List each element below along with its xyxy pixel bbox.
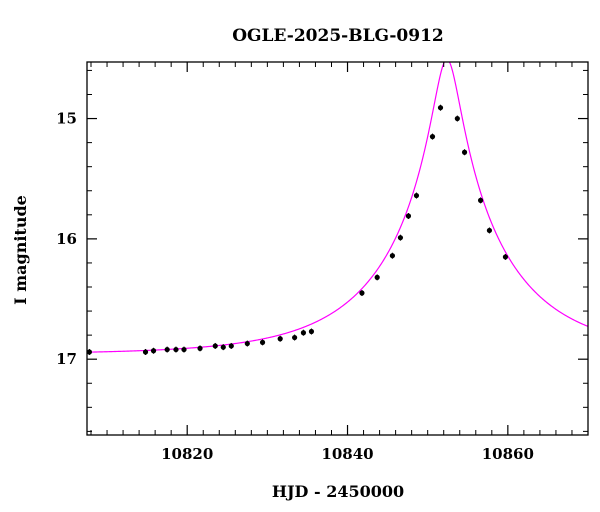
data-point: [308, 328, 315, 335]
data-point: [300, 330, 307, 336]
x-tick-label: 10840: [321, 445, 373, 463]
data-point: [277, 336, 283, 342]
data-point: [259, 339, 266, 345]
data-point: [197, 345, 203, 351]
data-point: [86, 349, 93, 355]
x-tick-label: 10820: [161, 445, 213, 463]
data-point: [228, 343, 234, 349]
y-tick-label: 16: [56, 230, 77, 248]
data-point: [142, 349, 149, 355]
y-tick-label: 17: [56, 350, 77, 368]
y-axis-label: I magnitude: [11, 195, 30, 305]
data-point: [150, 348, 157, 354]
data-point: [486, 227, 493, 234]
data-point: [244, 340, 250, 347]
plot-area: 10820 10840 10860 15 16 17: [56, 61, 589, 463]
data-point: [181, 346, 187, 353]
data-point: [461, 149, 468, 155]
data-point: [397, 235, 404, 241]
data-point: [429, 134, 436, 140]
data-point: [389, 253, 396, 259]
plot-frame: [86, 61, 589, 436]
data-point: [454, 115, 460, 122]
data-point: [220, 344, 226, 350]
chart-title: OGLE-2025-BLG-0912: [232, 26, 444, 46]
data-point: [502, 254, 509, 260]
y-tick-label: 15: [56, 110, 77, 128]
data-point: [437, 105, 444, 111]
x-axis-label: HJD - 2450000: [272, 482, 404, 501]
data-point: [374, 274, 380, 280]
data-point: [405, 213, 412, 219]
data-point: [173, 346, 179, 353]
x-tick-label: 10860: [482, 445, 534, 463]
data-point: [212, 343, 218, 349]
data-point: [477, 197, 484, 203]
model-curve: [87, 62, 588, 353]
data-point: [292, 334, 298, 341]
data-point: [164, 346, 170, 353]
data-point: [359, 290, 365, 296]
data-point: [413, 192, 420, 199]
